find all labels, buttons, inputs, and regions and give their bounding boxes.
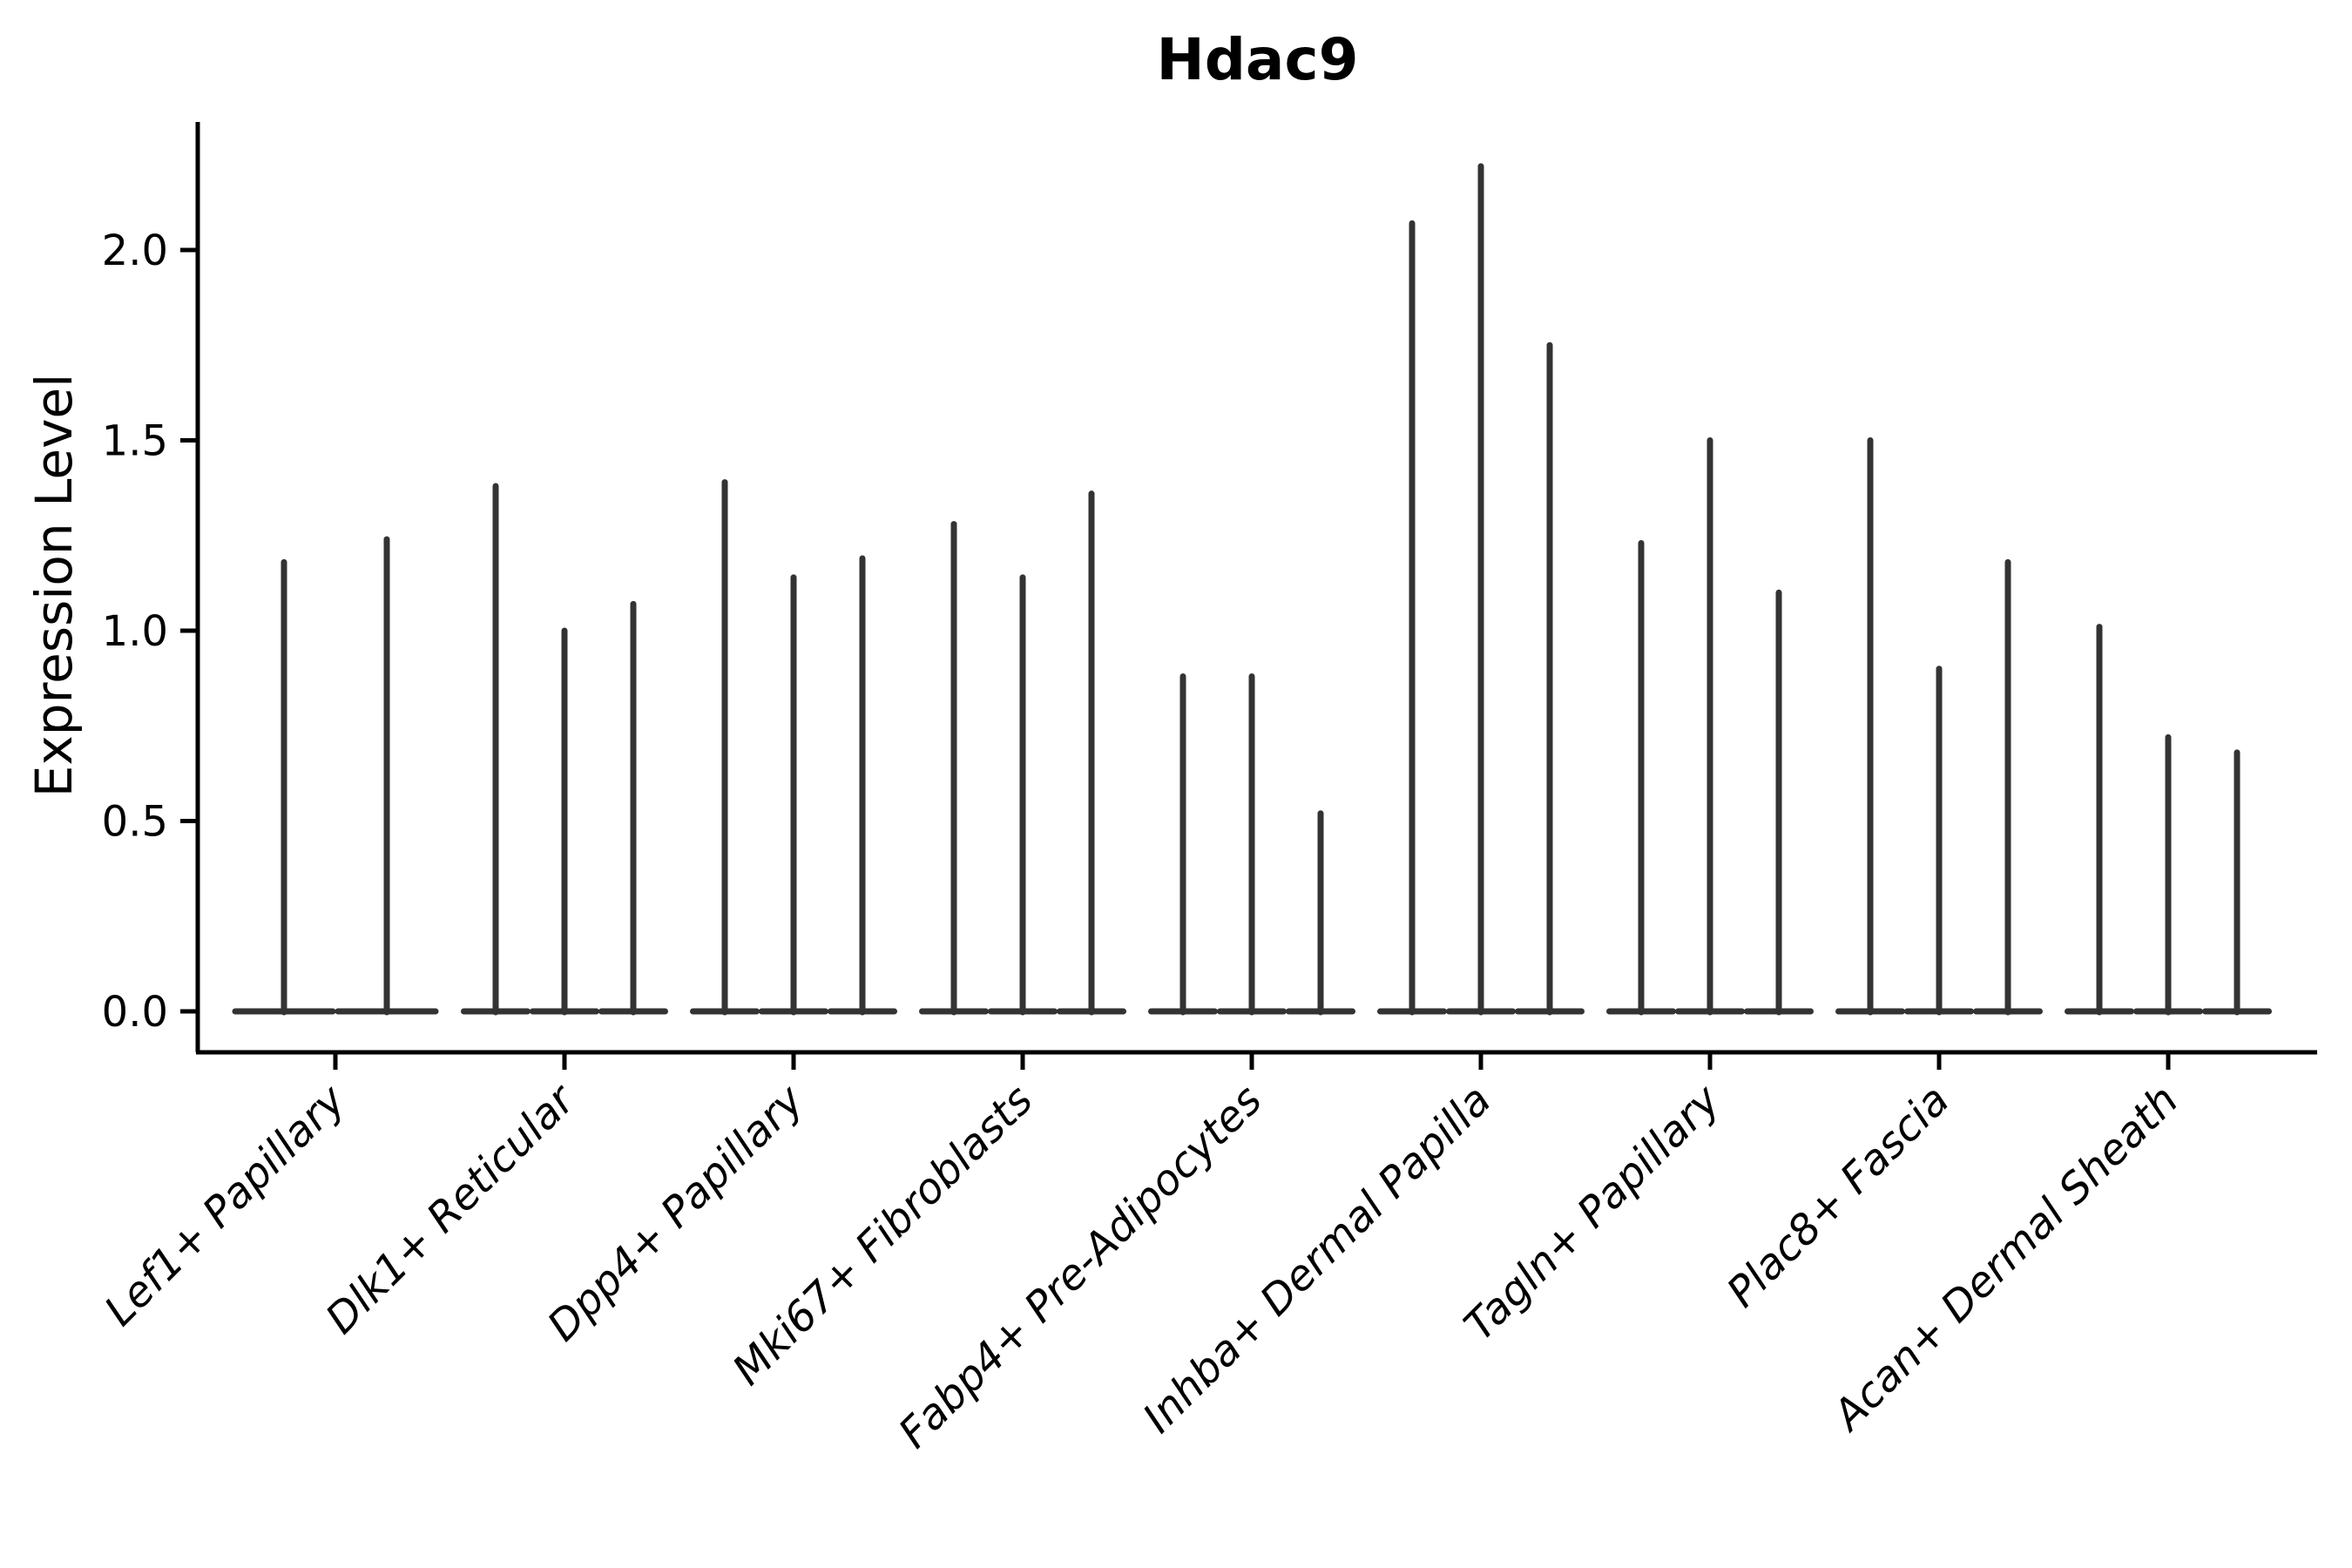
chart-title: Hdac9 <box>1156 26 1359 93</box>
x-tick-label: Tagln+ Papillary <box>1455 1075 1730 1350</box>
x-tick-label: Dpp4+ Papillary <box>538 1075 814 1350</box>
y-tick-label: 1.0 <box>102 607 168 656</box>
x-tick-label: Plac8+ Fascia <box>1718 1076 1959 1317</box>
y-tick-label: 0.0 <box>102 988 168 1037</box>
y-tick-label: 1.5 <box>102 417 168 466</box>
x-tick-label: Dlk1+ Reticular <box>316 1074 586 1344</box>
x-tick-label: Fabp4+ Pre-Adipocytes <box>889 1076 1272 1458</box>
x-tick-label: Lef1+ Papillary <box>95 1075 355 1335</box>
y-tick-label: 0.5 <box>102 798 168 847</box>
y-tick-label: 2.0 <box>102 226 168 275</box>
